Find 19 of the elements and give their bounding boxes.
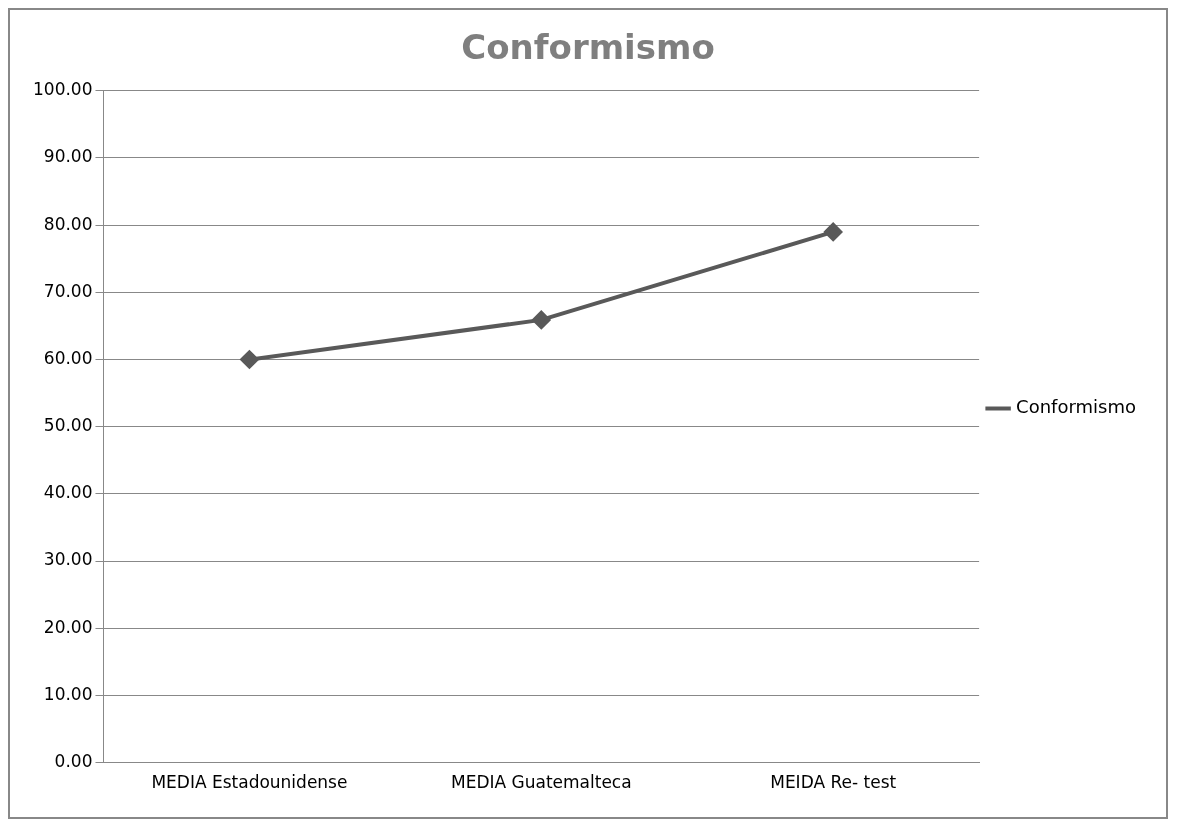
y-tick-label: 20.00	[43, 616, 93, 637]
y-tick-label: 60.00	[43, 347, 93, 368]
y-tick-label: 90.00	[43, 146, 93, 167]
point	[824, 222, 843, 241]
y-tick-label: 10.00	[43, 683, 93, 704]
y-tick-label: 0.00	[54, 751, 93, 772]
point	[532, 310, 551, 329]
point	[240, 350, 259, 369]
y-tick-label: 50.00	[43, 415, 93, 436]
y-tick-label: 80.00	[43, 213, 93, 234]
y-tick-label: 70.00	[43, 280, 93, 301]
legend-label: Conformismo	[1016, 396, 1137, 418]
y-tick-label: 30.00	[43, 549, 93, 570]
chart-title: Conformismo	[461, 27, 715, 68]
y-tick-label: 100.00	[33, 79, 93, 100]
x-tick-label: MEDIA Estadounidense	[151, 772, 348, 793]
y-tick-label: 40.00	[43, 482, 93, 503]
x-tick-label: MEDIA Guatemalteca	[450, 772, 632, 793]
x-tick-label: MEIDA Re- test	[770, 772, 897, 793]
